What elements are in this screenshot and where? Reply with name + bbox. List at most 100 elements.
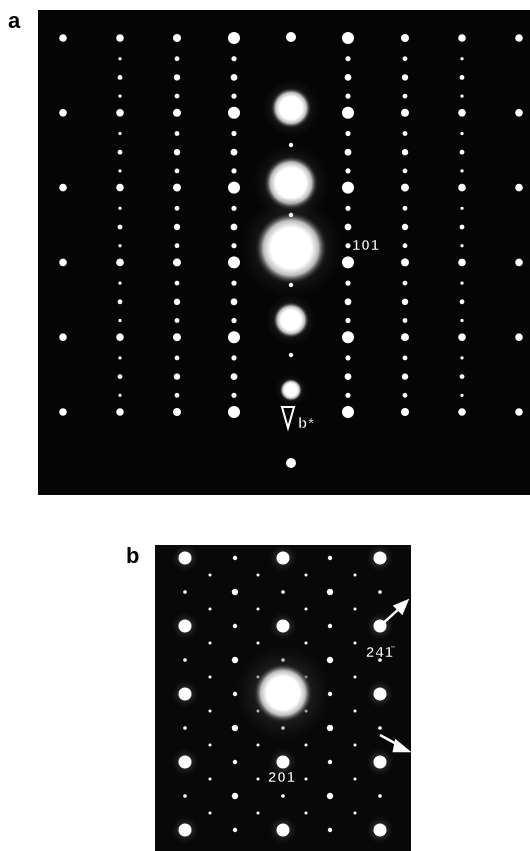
diffraction-spot [118, 225, 123, 230]
central-spot [253, 663, 313, 723]
diffraction-spot [328, 556, 332, 560]
diffraction-spot [354, 710, 357, 713]
diffraction-spot [118, 132, 121, 135]
diffraction-spot [402, 224, 408, 230]
diffraction-spot [173, 109, 181, 117]
diffraction-spot [231, 149, 238, 156]
diffraction-spot [59, 408, 67, 416]
diffraction-spot [289, 283, 293, 287]
diffraction-spot [401, 184, 409, 192]
diffraction-spot [209, 710, 212, 713]
diffraction-spot [403, 243, 408, 248]
diffraction-spot [460, 95, 463, 98]
diffraction-spot [231, 281, 236, 286]
diffraction-spot [342, 331, 354, 343]
diffraction-spot [118, 57, 121, 60]
diffraction-spot [228, 107, 240, 119]
diffraction-spot [118, 394, 121, 397]
diffraction-spot [118, 150, 123, 155]
diffraction-spot [116, 408, 124, 416]
diffraction-spot [175, 94, 180, 99]
diffraction-spot [374, 552, 387, 565]
diffraction-spot [175, 131, 180, 136]
diffraction-spot [458, 34, 466, 42]
diffraction-spot [378, 726, 382, 730]
diffraction-spot [403, 356, 408, 361]
diffraction-spot [354, 778, 357, 781]
diffraction-spot [116, 333, 124, 341]
diffraction-spot [401, 258, 409, 266]
diffraction-spot [257, 744, 260, 747]
diffraction-spot [460, 150, 465, 155]
diffraction-spot [354, 642, 357, 645]
diffraction-spot [179, 620, 192, 633]
diffraction-spot [460, 132, 463, 135]
diffraction-spot [174, 373, 180, 379]
diffraction-spot [402, 149, 408, 155]
diffraction-spot [354, 574, 357, 577]
spot-label: 101 [352, 237, 380, 254]
diffraction-spot [277, 756, 290, 769]
diffraction-spot [59, 34, 67, 42]
diffraction-spot [401, 109, 409, 117]
diffraction-spot [179, 688, 192, 701]
diffraction-spot [515, 109, 523, 117]
diffraction-spot [231, 224, 238, 231]
diffraction-spot [378, 590, 382, 594]
diffraction-spot [403, 94, 408, 99]
diffraction-spot [460, 75, 465, 80]
central-spot [280, 379, 303, 402]
diffraction-spot [179, 552, 192, 565]
diffraction-spot [403, 131, 408, 136]
diffraction-spot [402, 373, 408, 379]
diffraction-spot [183, 726, 187, 730]
diffraction-spot [403, 169, 408, 174]
diffraction-spot [515, 333, 523, 341]
diffraction-spot [233, 828, 237, 832]
diffraction-spot [327, 657, 333, 663]
diffraction-spot [345, 243, 350, 248]
diffraction-spot [460, 299, 465, 304]
diffraction-spot [118, 374, 123, 379]
diffraction-spot [179, 756, 192, 769]
diffraction-spot [277, 824, 290, 837]
diffraction-spot [354, 812, 357, 815]
diffraction-spot [460, 282, 463, 285]
diffraction-spot [305, 778, 308, 781]
diffraction-spot [305, 642, 308, 645]
diffraction-spot [401, 34, 409, 42]
diffraction-spot [179, 824, 192, 837]
diffraction-spot [286, 458, 296, 468]
diffraction-spot [354, 744, 357, 747]
diffraction-spot [403, 393, 408, 398]
diffraction-spot [228, 256, 240, 268]
diffraction-spot [458, 109, 466, 117]
diffraction-spot [118, 299, 123, 304]
diffraction-spot [175, 169, 180, 174]
diffraction-spot [354, 676, 357, 679]
diffraction-spot [328, 624, 332, 628]
diffraction-spot [515, 408, 523, 416]
diffraction-spot [183, 590, 187, 594]
diffraction-spot [401, 333, 409, 341]
diffraction-spot [116, 259, 124, 267]
diffraction-spot [345, 281, 350, 286]
diffraction-spot [460, 57, 463, 60]
diffraction-spot [209, 676, 212, 679]
diffraction-spot [403, 281, 408, 286]
diffraction-spot [345, 94, 350, 99]
diffraction-spot [403, 56, 408, 61]
diffraction-spot [118, 75, 123, 80]
diffraction-spot [118, 169, 121, 172]
diffraction-spot [281, 794, 285, 798]
diffraction-spot [228, 32, 240, 44]
diffraction-spot [345, 224, 352, 231]
diffraction-spot [515, 184, 523, 192]
diffraction-spot [118, 282, 121, 285]
diffraction-spot [345, 56, 350, 61]
diffraction-spot [281, 590, 285, 594]
diffraction-spot [305, 744, 308, 747]
page: a b 101 b* 201 241̄ (() => { const data … [0, 0, 530, 851]
diffraction-spot [175, 356, 180, 361]
diffraction-spot [116, 184, 124, 192]
